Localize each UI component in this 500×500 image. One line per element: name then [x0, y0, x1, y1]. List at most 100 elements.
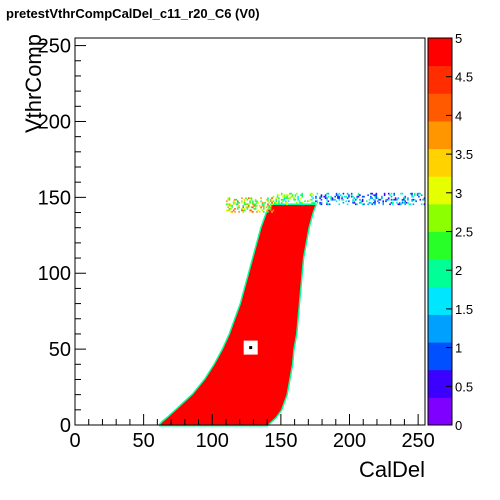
heat-cell: [418, 192, 420, 195]
heat-cell: [280, 192, 283, 195]
heat-cell: [271, 203, 273, 206]
heat-cell: [256, 211, 258, 213]
heat-cell: [327, 200, 330, 203]
heat-cell: [250, 197, 253, 200]
heat-cell: [320, 194, 323, 197]
heat-cell: [414, 194, 416, 197]
heat-cell: [371, 203, 374, 206]
heat-cell: [385, 198, 387, 201]
heat-cell: [363, 203, 365, 206]
heat-cell: [311, 192, 313, 195]
heat-cell: [360, 201, 363, 204]
heat-cell: [298, 201, 301, 204]
heat-cell: [316, 200, 319, 203]
heat-cell: [308, 203, 310, 206]
heat-cell: [346, 203, 349, 206]
heat-cell: [367, 203, 369, 206]
heat-cell: [348, 200, 350, 203]
heat-cell: [243, 207, 246, 210]
heat-cell: [409, 203, 412, 206]
heat-cell: [256, 200, 258, 203]
heat-cell: [236, 203, 239, 206]
heat-cell: [298, 200, 301, 203]
heat-cell: [285, 201, 287, 204]
heat-cell: [370, 201, 372, 204]
heat-cell: [390, 192, 393, 195]
heat-cell: [356, 197, 358, 200]
heat-cell: [230, 203, 232, 206]
x-tick-label: 150: [264, 430, 297, 452]
heat-cell: [320, 201, 323, 204]
heat-cell: [282, 200, 284, 203]
heat-cell: [260, 207, 262, 210]
heat-cell: [414, 198, 416, 201]
heat-cell: [311, 201, 313, 204]
heat-cell: [260, 197, 262, 200]
heat-cell: [265, 209, 268, 212]
heat-cell: [232, 201, 235, 204]
heat-cell: [309, 198, 312, 201]
heat-cell: [359, 201, 361, 204]
heat-cell: [374, 198, 376, 201]
heat-cell: [361, 198, 364, 201]
heat-cell: [331, 198, 334, 201]
heat-cell: [371, 197, 374, 200]
y-axis: 0 50 100 150 200 250: [38, 36, 86, 437]
heat-cell: [260, 200, 262, 203]
heat-cell: [338, 197, 341, 200]
heat-cell: [350, 195, 353, 198]
heat-cell: [301, 203, 304, 206]
heat-cell: [258, 211, 261, 213]
heat-cell: [272, 209, 275, 212]
x-tick-label: 250: [401, 430, 434, 452]
heat-cell: [324, 197, 327, 200]
heat-cell: [234, 211, 236, 213]
heat-cell: [275, 198, 277, 201]
heat-cell: [271, 200, 273, 203]
heat-cell: [254, 200, 257, 203]
heat-cell: [280, 201, 283, 204]
heat-cell: [252, 200, 254, 203]
heat-cell: [297, 198, 299, 201]
heat-cell: [254, 203, 257, 206]
heat-cell: [287, 197, 290, 200]
heat-cell: [352, 198, 354, 201]
heat-cell: [274, 201, 276, 204]
heat-cell: [411, 194, 413, 197]
heat-cell: [245, 197, 247, 200]
heat-cell: [249, 201, 251, 204]
heat-cell: [323, 195, 325, 198]
heat-cell: [371, 192, 374, 195]
palette-swatch: [428, 259, 452, 288]
heat-cell: [254, 207, 257, 210]
heat-cell: [415, 200, 417, 203]
heat-cell: [324, 194, 327, 197]
heat-cell: [311, 195, 313, 198]
heat-cell: [242, 209, 245, 212]
heat-cell: [261, 203, 264, 206]
palette-swatch: [428, 65, 452, 94]
heat-cell: [286, 201, 288, 204]
heat-cell: [403, 197, 405, 200]
heat-cell: [286, 195, 288, 198]
heat-cell: [326, 201, 328, 204]
heat-cell: [374, 200, 376, 203]
heat-cell: [370, 197, 372, 200]
heat-cell: [386, 198, 389, 201]
efficiency-region: [160, 204, 316, 425]
heat-cell: [353, 201, 356, 204]
heat-cell: [342, 198, 345, 201]
heat-cell: [278, 201, 280, 204]
heat-cell: [337, 197, 339, 200]
heat-cell: [227, 206, 229, 209]
heat-cell: [405, 201, 408, 204]
heat-cell: [375, 197, 378, 200]
heat-cell: [276, 197, 279, 200]
heat-cell: [312, 201, 315, 204]
heat-cell: [378, 198, 380, 201]
heat-cell: [267, 204, 269, 207]
heat-cell: [316, 192, 319, 195]
heat-cell: [276, 194, 279, 197]
heat-cell: [341, 197, 343, 200]
heat-cell: [353, 197, 356, 200]
